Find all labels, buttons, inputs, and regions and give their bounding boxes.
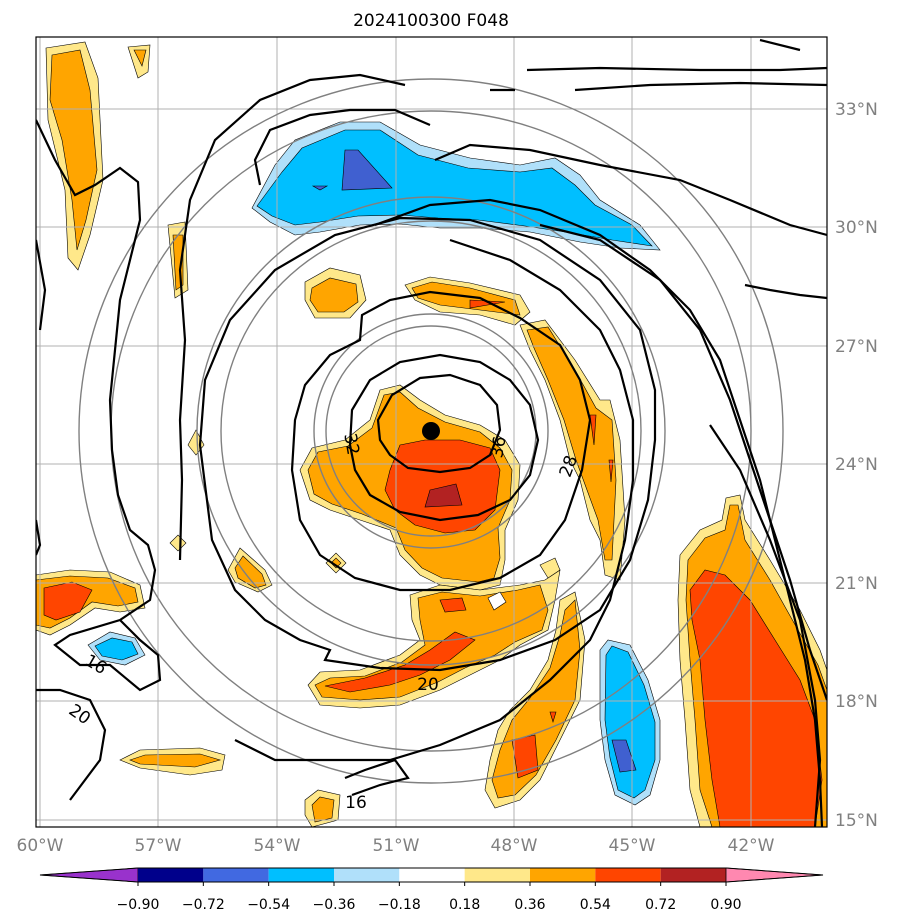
colorbar-tick-label: 0.54 bbox=[580, 897, 611, 913]
lat-label: 33°N bbox=[835, 100, 878, 120]
lon-label: 51°W bbox=[373, 836, 420, 856]
colorbar-extend-low bbox=[39, 867, 139, 883]
map-title: 2024100300 F048 bbox=[353, 11, 509, 31]
lat-label: 18°N bbox=[835, 692, 878, 712]
lon-axis-labels: 60°W 57°W 54°W 51°W 48°W 45°W 42°W bbox=[17, 836, 775, 856]
colorbar-segment bbox=[530, 868, 596, 882]
lon-label: 60°W bbox=[17, 836, 64, 856]
colorbar-segment bbox=[268, 868, 334, 882]
contour-label-36: 36 bbox=[487, 435, 510, 460]
colorbar-tick-label: −0.54 bbox=[247, 897, 290, 913]
lat-label: 27°N bbox=[835, 337, 878, 357]
colorbar-tick-label: 0.90 bbox=[710, 897, 741, 913]
colorbar-segment bbox=[464, 868, 530, 882]
storm-center-marker bbox=[422, 422, 440, 440]
lat-axis-labels: 33°N 30°N 27°N 24°N 21°N 18°N 15°N bbox=[835, 100, 878, 831]
lat-label: 24°N bbox=[835, 455, 878, 475]
colorbar-segment bbox=[399, 868, 465, 882]
lon-label: 45°W bbox=[609, 836, 656, 856]
lat-label: 21°N bbox=[835, 574, 878, 594]
contour-label-20: 20 bbox=[417, 675, 439, 695]
contour-label-16-south: 16 bbox=[345, 793, 367, 813]
colorbar bbox=[39, 867, 824, 883]
colorbar-tick-label: 0.36 bbox=[514, 897, 545, 913]
colorbar-segment bbox=[660, 868, 726, 882]
lon-label: 54°W bbox=[254, 836, 301, 856]
colorbar-tick-label: 0.72 bbox=[645, 897, 676, 913]
colorbar-extend-high bbox=[725, 867, 824, 883]
colorbar-segment bbox=[138, 868, 204, 882]
plot-frame bbox=[35, 36, 828, 828]
shaded-field bbox=[36, 41, 827, 827]
colorbar-tick-label: −0.72 bbox=[182, 897, 225, 913]
colorbar-labels: −0.90 −0.72 −0.54 −0.36 −0.18 0.18 0.36 0.54 0.7… bbox=[117, 882, 742, 913]
map-plot-area: 32 36 28 20 16 20 16 bbox=[36, 37, 827, 827]
lon-label: 48°W bbox=[491, 836, 538, 856]
contour-lines bbox=[36, 38, 827, 827]
colorbar-segment bbox=[203, 868, 269, 882]
colorbar-tick-label: −0.90 bbox=[117, 897, 160, 913]
colorbar-tick-label: 0.18 bbox=[449, 897, 480, 913]
colorbar-segment bbox=[334, 868, 400, 882]
lat-lon-grid bbox=[36, 37, 827, 827]
colorbar-segment bbox=[595, 868, 661, 882]
lon-label: 42°W bbox=[728, 836, 775, 856]
lat-label: 15°N bbox=[835, 811, 878, 831]
lat-label: 30°N bbox=[835, 218, 878, 238]
colorbar-tick-label: −0.36 bbox=[313, 897, 356, 913]
contour-label-32: 32 bbox=[339, 432, 362, 457]
colorbar-tick-label: −0.18 bbox=[378, 897, 421, 913]
lon-label: 57°W bbox=[135, 836, 182, 856]
